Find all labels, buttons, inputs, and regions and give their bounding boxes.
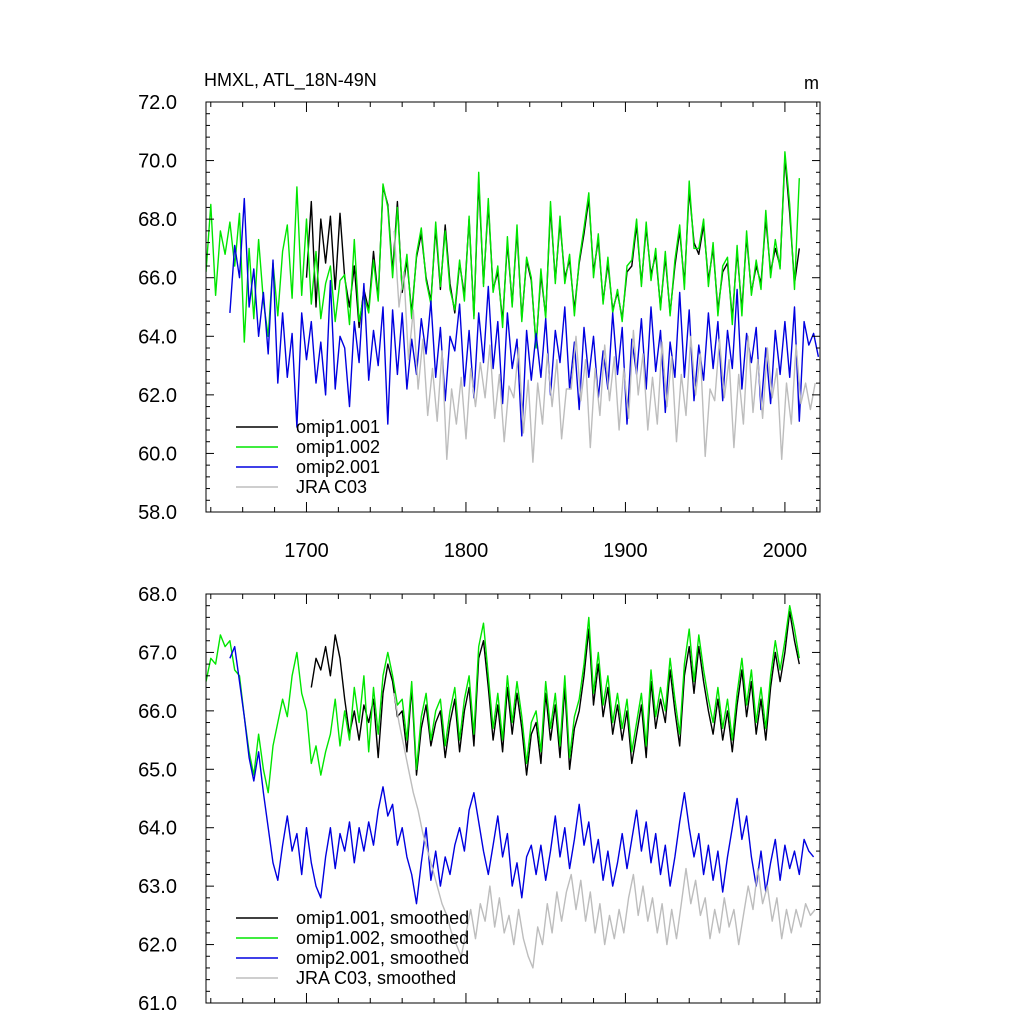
series-line-omip1-002	[206, 151, 800, 349]
series-line-omip1-002-smoothed	[206, 605, 800, 794]
legend-label: omip1.002	[296, 437, 380, 457]
series-line-jra-c03-smoothed	[393, 693, 816, 969]
legend-label: omip1.001	[296, 417, 380, 437]
y-tick-label: 67.0	[138, 642, 177, 664]
y-tick-label: 66.0	[138, 268, 177, 290]
y-tick-label: 60.0	[138, 443, 177, 465]
series-line-omip2-001	[229, 197, 820, 437]
legend-label: omip2.001, smoothed	[296, 948, 469, 968]
y-tick-label: 65.0	[138, 759, 177, 781]
y-tick-label: 58.0	[138, 502, 177, 524]
legend-label: JRA C03	[296, 477, 367, 497]
y-tick-label: 61.0	[138, 993, 177, 1015]
y-tick-label: 72.0	[138, 92, 177, 114]
legend-label: omip2.001	[296, 457, 380, 477]
series-line-omip2-001-smoothed	[229, 645, 815, 905]
bottom-panel-chart: 61.0 62.0 63.0 64.0 65.0 66.0 67.0 68.0 omip1.00…	[138, 584, 821, 1015]
plot-frame	[205, 101, 821, 513]
y-tick-label: 68.0	[138, 209, 177, 231]
legend-label: omip1.001, smoothed	[296, 908, 469, 928]
chart-title: HMXL, ATL_18N-49N	[204, 70, 377, 91]
x-tick-label: 1900	[603, 540, 648, 562]
x-tick-label: 1700	[284, 540, 329, 562]
series-group	[206, 605, 816, 969]
x-tick-label: 1800	[444, 540, 489, 562]
y-tick-label: 62.0	[138, 385, 177, 407]
y-tick-label: 63.0	[138, 876, 177, 898]
series-group	[206, 151, 820, 463]
series-line-jra-c03	[393, 230, 816, 463]
y-tick-label: 64.0	[138, 818, 177, 840]
units-label: m	[804, 73, 819, 93]
top-panel-chart: 58.0 60.0 62.0 64.0 66.0 68.0 70.0 72.0 1700 1800…	[138, 70, 821, 562]
y-tick-label: 64.0	[138, 326, 177, 348]
y-tick-label: 62.0	[138, 935, 177, 957]
y-tick-label: 68.0	[138, 584, 177, 606]
legend-label: JRA C03, smoothed	[296, 968, 456, 988]
y-tick-label: 66.0	[138, 701, 177, 723]
x-tick-label: 2000	[763, 540, 808, 562]
series-line-omip1-001-smoothed	[310, 610, 800, 776]
legend-label: omip1.002, smoothed	[296, 928, 469, 948]
y-tick-label: 70.0	[138, 151, 177, 173]
plot-frame	[205, 593, 821, 1004]
